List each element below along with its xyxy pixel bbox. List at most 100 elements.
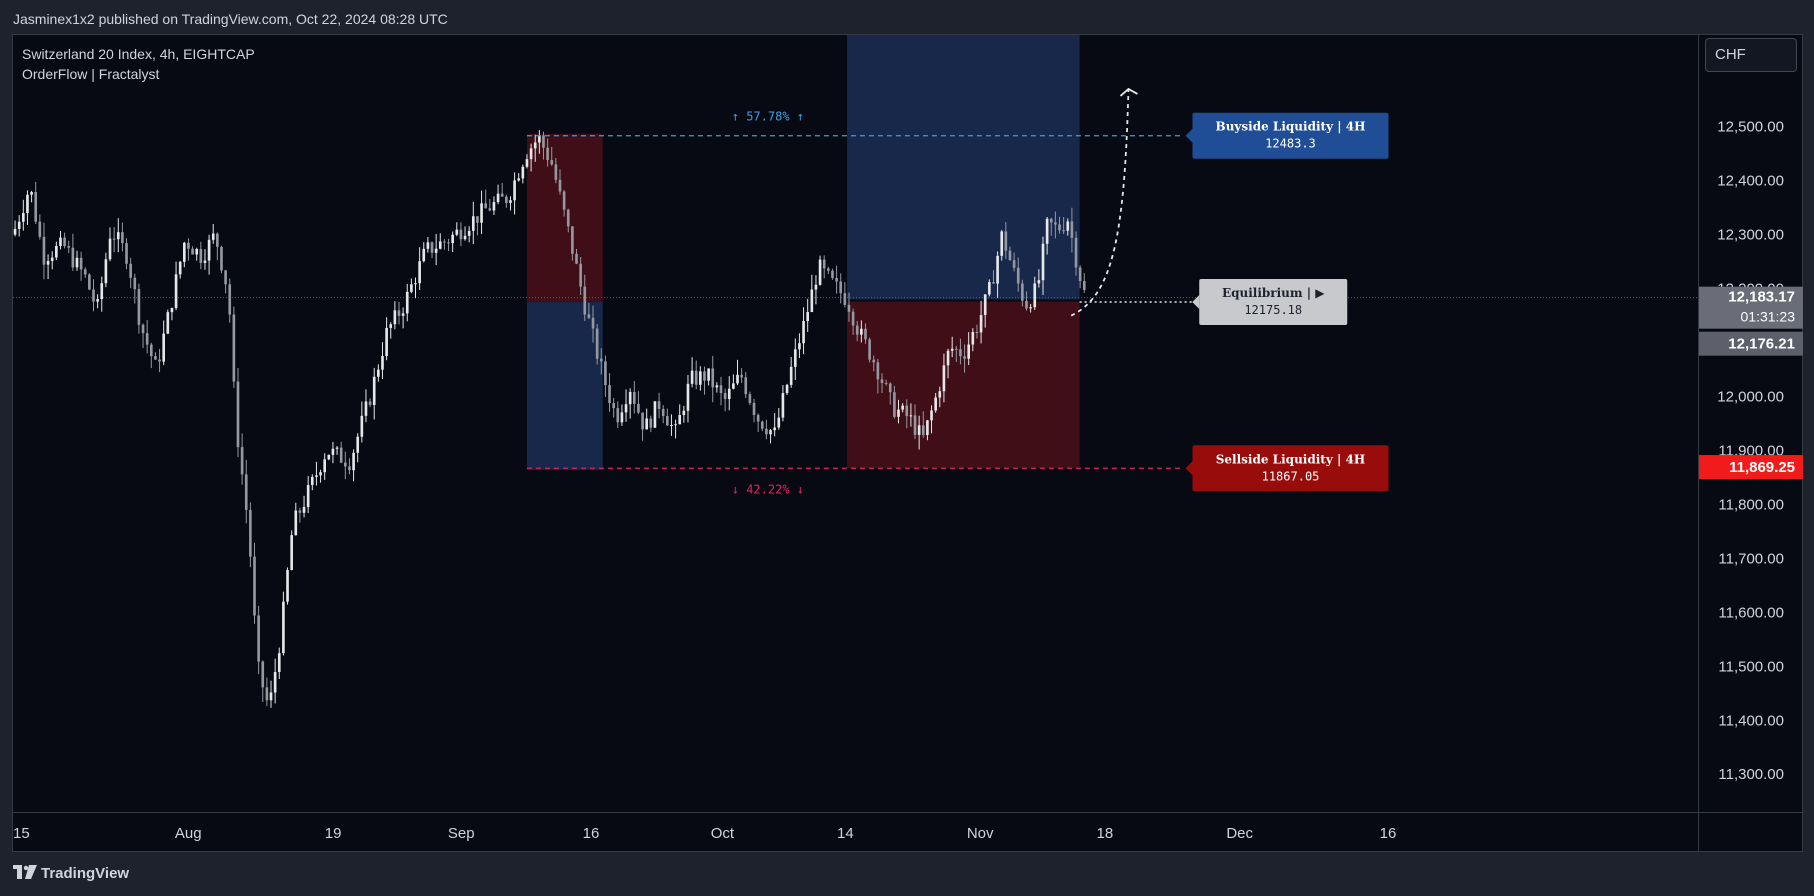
- candles: [13, 130, 1086, 708]
- candle: [954, 346, 958, 362]
- candle-body: [954, 348, 958, 350]
- candle: [901, 403, 904, 413]
- candle: [249, 502, 252, 568]
- price-tick-label: 12,000.00: [1717, 389, 1784, 406]
- candle-body: [364, 401, 368, 416]
- time-tick-label: 16: [583, 825, 600, 842]
- axis-corner: [1698, 812, 1802, 851]
- sellside-label[interactable]: Sellside Liquidity | 4H 11867.05: [1185, 445, 1389, 492]
- candle-body: [269, 692, 273, 701]
- candle: [765, 419, 768, 440]
- candle-body: [467, 230, 471, 236]
- candle-body: [913, 415, 917, 435]
- candle-body: [715, 385, 719, 388]
- buyside-label[interactable]: Buyside Liquidity | 4H 12483.3: [1185, 112, 1389, 159]
- candle: [744, 371, 748, 398]
- time-tick-label: 14: [837, 825, 854, 842]
- candle: [83, 267, 87, 278]
- candle: [360, 401, 364, 443]
- candle: [649, 415, 653, 433]
- candle-body: [587, 314, 591, 318]
- candle: [732, 374, 735, 390]
- candle: [277, 647, 281, 680]
- candle-body: [649, 418, 653, 428]
- candle-body: [579, 263, 582, 287]
- bull-zone-sep: [526, 302, 603, 470]
- candle-body: [983, 294, 987, 316]
- time-axis[interactable]: 15 Aug 19 Sep 16 Oct 14 Nov 18 Dec 16: [13, 812, 1698, 851]
- candle-body: [149, 344, 153, 357]
- candle-body: [63, 237, 66, 247]
- candle: [847, 292, 851, 322]
- candle-body: [901, 405, 904, 410]
- candle: [166, 309, 170, 335]
- candle-body: [286, 569, 289, 602]
- candle-body: [777, 417, 781, 428]
- sellside-label-title: Sellside Liquidity | 4H: [1216, 452, 1365, 466]
- sellside-price-tag[interactable]: [1699, 455, 1803, 480]
- candle: [356, 433, 360, 463]
- candle-body: [1016, 267, 1020, 284]
- candle-body: [847, 304, 851, 312]
- candle: [211, 223, 215, 244]
- price-chart-svg[interactable]: ↑ 57.78% ↑ ↓ 42.22% ↓ Buyside Liquidity | …: [13, 35, 1698, 812]
- time-axis-svg[interactable]: 15 Aug 19 Sep 16 Oct 14 Nov 18 Dec 16: [13, 813, 1698, 852]
- candle-body: [183, 242, 186, 262]
- candle-body: [1012, 260, 1016, 268]
- plot-area[interactable]: ↑ 57.78% ↑ ↓ 42.22% ↓ Buyside Liquidity | …: [13, 35, 1698, 812]
- time-tick-label: 18: [1097, 825, 1114, 842]
- candle-body: [818, 259, 822, 285]
- candle-body: [967, 344, 971, 359]
- candle-body: [463, 235, 467, 240]
- candle-body: [162, 333, 166, 362]
- last-price-tag[interactable]: [1699, 286, 1803, 329]
- candle-body: [137, 289, 141, 325]
- candle: [525, 154, 529, 169]
- candle: [921, 411, 925, 438]
- candle: [397, 301, 401, 325]
- candle: [13, 220, 17, 237]
- candle: [1000, 229, 1004, 261]
- indicator-line: OrderFlow | Fractalyst: [22, 66, 160, 82]
- equilibrium-price-tag[interactable]: [1699, 331, 1803, 356]
- candle-body: [1037, 280, 1041, 284]
- candle: [430, 241, 434, 259]
- candle-body: [290, 535, 293, 570]
- candle: [538, 130, 541, 154]
- candle-body: [228, 284, 232, 315]
- candle: [917, 415, 921, 450]
- candle-body: [616, 408, 620, 423]
- candle-body: [133, 277, 137, 290]
- candle-body: [657, 401, 661, 409]
- candle-body: [595, 328, 599, 359]
- candle-body: [703, 371, 706, 381]
- candle: [158, 348, 161, 373]
- candle: [992, 270, 995, 284]
- candle: [888, 382, 892, 405]
- candle-body: [822, 259, 826, 269]
- candle: [868, 337, 871, 363]
- tradingview-logo[interactable]: TradingView: [13, 865, 129, 882]
- candle-body: [397, 310, 401, 316]
- equilibrium-label[interactable]: Equilibrium | ▶ 12175.18: [1192, 278, 1348, 325]
- candle-body: [756, 414, 760, 422]
- candle: [727, 376, 731, 411]
- candle: [459, 222, 463, 247]
- candle-body: [1078, 267, 1082, 282]
- price-axis[interactable]: 12,500.0012,400.0012,300.0012,200.0012,0…: [1698, 35, 1803, 812]
- candle: [364, 389, 368, 423]
- candle: [253, 542, 256, 624]
- price-axis-svg[interactable]: 12,500.0012,400.0012,300.0012,200.0012,0…: [1699, 35, 1803, 812]
- candle: [410, 278, 413, 294]
- candle: [897, 399, 900, 424]
- currency-button[interactable]: CHF: [1705, 38, 1797, 72]
- candle-body: [199, 249, 203, 263]
- candle: [748, 391, 752, 406]
- candle-body: [959, 349, 962, 357]
- candle-body: [814, 284, 818, 290]
- candle-body: [674, 424, 677, 426]
- candle-body: [806, 312, 810, 321]
- candle: [814, 275, 818, 305]
- candle-body: [116, 232, 120, 240]
- candle-body: [26, 194, 29, 214]
